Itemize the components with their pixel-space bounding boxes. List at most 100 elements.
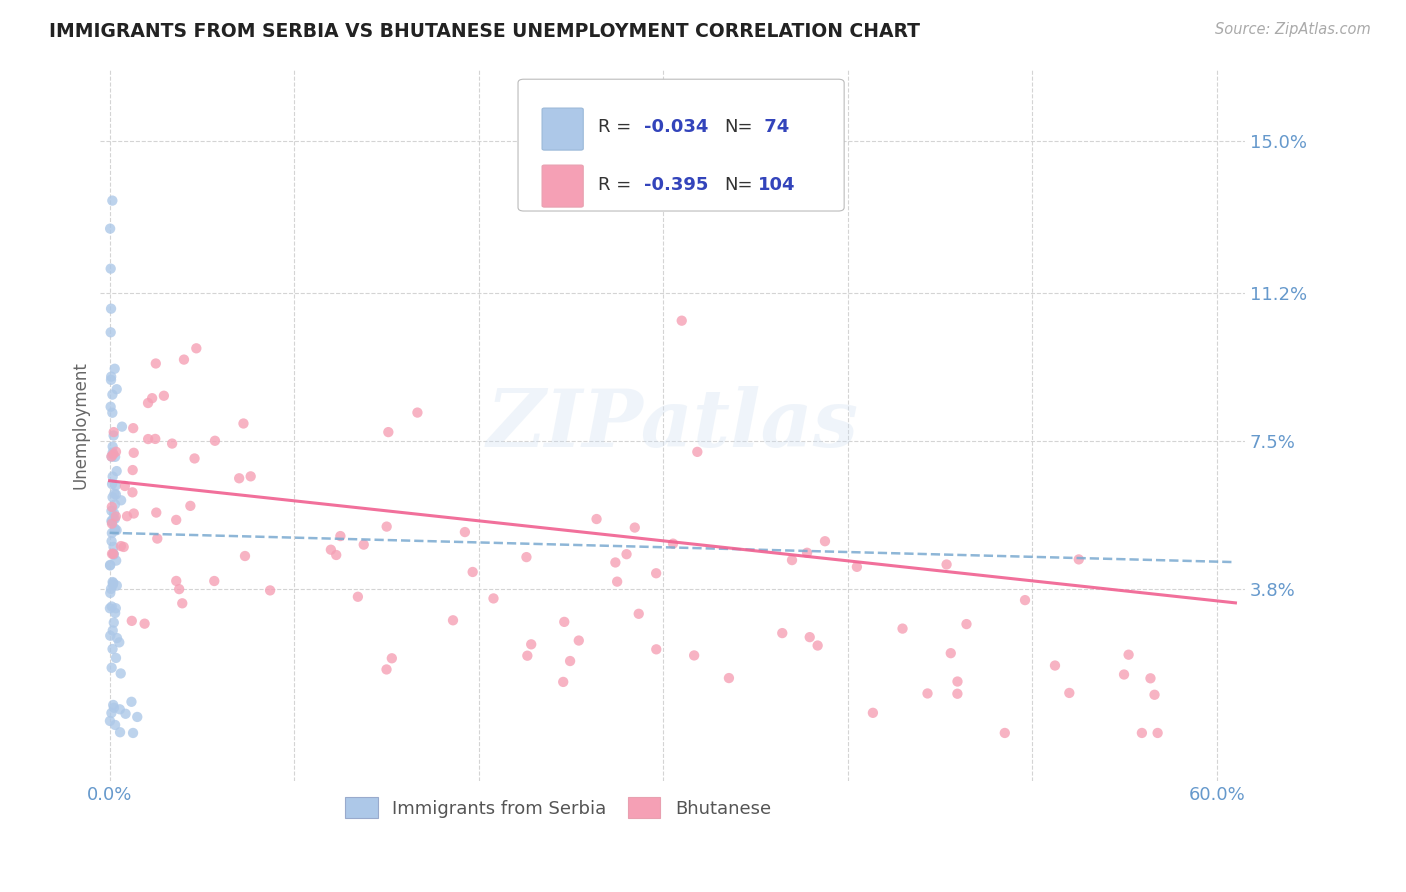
Point	[105, 631, 128, 645]
Point	[104, 498, 127, 512]
Point	[98, 629, 121, 643]
Point	[104, 606, 127, 620]
FancyBboxPatch shape	[543, 108, 583, 150]
Point	[112, 540, 135, 554]
Point	[100, 582, 122, 596]
Point	[100, 369, 122, 384]
Point	[259, 583, 281, 598]
Point	[98, 221, 121, 235]
Point	[134, 616, 156, 631]
Point	[461, 565, 484, 579]
Point	[98, 558, 121, 573]
Point	[183, 451, 205, 466]
Point	[1146, 726, 1168, 740]
Point	[105, 464, 128, 478]
Point	[516, 648, 538, 663]
Point	[553, 615, 575, 629]
Point	[104, 718, 127, 732]
Point	[606, 574, 628, 589]
Point	[233, 549, 256, 563]
FancyBboxPatch shape	[543, 165, 583, 207]
Point	[1139, 671, 1161, 685]
Point	[101, 491, 124, 505]
Point	[104, 509, 127, 524]
Point	[100, 400, 122, 414]
Point	[136, 396, 159, 410]
Point	[143, 432, 166, 446]
Point	[994, 726, 1017, 740]
Point	[939, 646, 962, 660]
Point	[103, 511, 125, 525]
Point	[104, 523, 127, 537]
Point	[100, 261, 122, 276]
Point	[103, 576, 125, 591]
Point	[103, 540, 125, 554]
Point	[103, 425, 125, 439]
Point	[799, 630, 821, 644]
Point	[796, 546, 818, 560]
Point	[98, 601, 121, 615]
Point	[605, 556, 627, 570]
Point	[103, 428, 125, 442]
Point	[111, 419, 134, 434]
Point	[717, 671, 740, 685]
Point	[917, 686, 939, 700]
Point	[946, 687, 969, 701]
Point	[101, 526, 124, 541]
Point	[101, 387, 124, 401]
Point	[683, 648, 706, 663]
Point	[100, 599, 122, 614]
Text: 74: 74	[758, 118, 790, 136]
Point	[115, 509, 138, 524]
Point	[100, 450, 122, 464]
Point	[375, 519, 398, 533]
Point	[585, 512, 607, 526]
Point	[100, 450, 122, 464]
Point	[108, 635, 131, 649]
Text: N=: N=	[724, 176, 752, 194]
Point	[232, 417, 254, 431]
Point	[375, 663, 398, 677]
Point	[558, 654, 581, 668]
Y-axis label: Unemployment: Unemployment	[72, 361, 89, 489]
Point	[202, 574, 225, 588]
Point	[377, 425, 399, 439]
Point	[329, 529, 352, 543]
Point	[1014, 593, 1036, 607]
Point	[165, 574, 187, 588]
Point	[891, 622, 914, 636]
Point	[186, 341, 208, 355]
Point	[347, 590, 370, 604]
Point	[204, 434, 226, 448]
Point	[103, 547, 125, 561]
Point	[160, 436, 183, 450]
Point	[1118, 648, 1140, 662]
Point	[520, 637, 543, 651]
Point	[454, 524, 477, 539]
Point	[101, 477, 124, 491]
Point	[101, 440, 124, 454]
Point	[406, 406, 429, 420]
Point	[146, 532, 169, 546]
Point	[100, 706, 122, 720]
Point	[104, 512, 127, 526]
Text: 104: 104	[758, 176, 796, 194]
Point	[108, 725, 131, 739]
Point	[145, 506, 167, 520]
Point	[114, 479, 136, 493]
Text: ZIPatlas: ZIPatlas	[486, 386, 859, 464]
Point	[1112, 667, 1135, 681]
Point	[122, 726, 145, 740]
Point	[1067, 552, 1090, 566]
Point	[1059, 686, 1081, 700]
Point	[381, 651, 404, 665]
Point	[105, 553, 128, 567]
Point	[662, 536, 685, 550]
Point	[105, 523, 128, 537]
Point	[141, 391, 163, 405]
Point	[122, 446, 145, 460]
Text: R =: R =	[598, 176, 637, 194]
Point	[239, 469, 262, 483]
Point	[862, 706, 884, 720]
Point	[98, 558, 121, 572]
